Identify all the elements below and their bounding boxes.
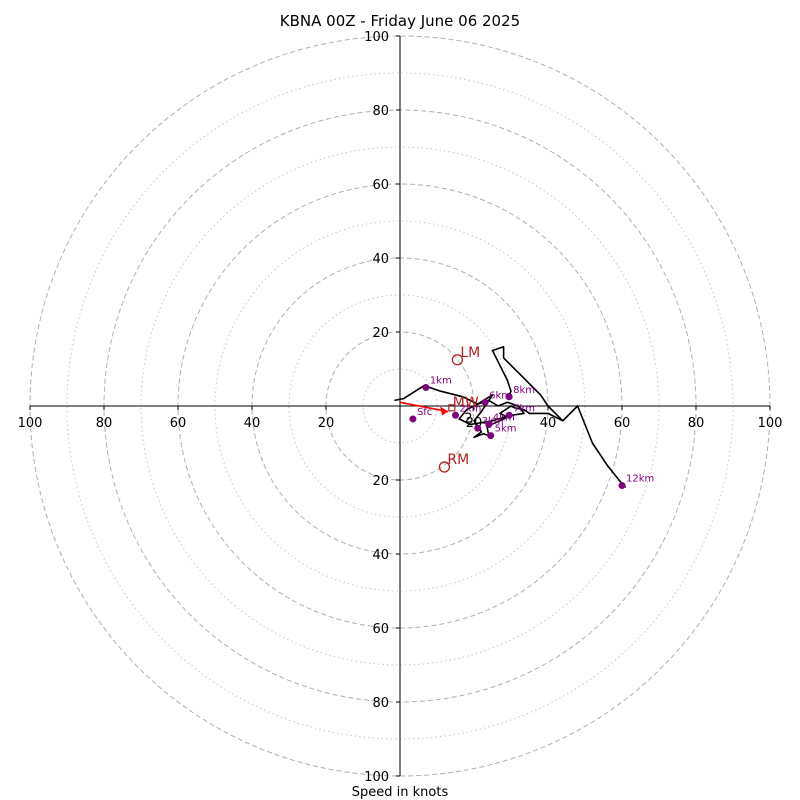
storm-motions: LM RM MW — [438, 345, 480, 473]
storm-motion-marker — [451, 354, 464, 366]
x-tick-label: 40 — [540, 416, 557, 431]
x-tick-label: 60 — [614, 416, 631, 431]
x-tick-label: 60 — [170, 416, 187, 431]
x-tick-label: 40 — [244, 416, 261, 431]
height-label: 1km — [430, 376, 452, 387]
y-tick-label: 100 — [364, 770, 389, 785]
x-axis-label: Speed in knots — [352, 785, 449, 800]
height-marker — [474, 424, 482, 432]
height-label: 12km — [626, 474, 654, 485]
storm-motion-label: RM — [447, 452, 469, 468]
height-marker — [505, 393, 513, 401]
height-label: 8km — [513, 385, 535, 396]
x-tick-label: 80 — [96, 416, 113, 431]
mean-wind-label: MW — [453, 395, 479, 411]
y-tick-label: 40 — [372, 252, 389, 267]
y-tick-label: 80 — [372, 696, 389, 711]
hodograph-line — [394, 384, 627, 488]
hodograph-trace — [394, 345, 627, 488]
chart-title: KBNA 00Z - Friday June 06 2025 — [280, 12, 520, 30]
y-tick-label: 100 — [364, 30, 389, 45]
inner-tick-label: 2 — [464, 412, 472, 427]
shear-vector-arrowhead — [440, 406, 449, 416]
x-tick-label: 100 — [758, 416, 783, 431]
y-tick-label: 40 — [372, 548, 389, 563]
height-marker — [618, 482, 626, 490]
height-label: 5km — [495, 424, 517, 435]
y-tick-label: 20 — [372, 326, 389, 341]
x-tick-label: 100 — [18, 416, 43, 431]
y-tick-label: 60 — [372, 622, 389, 637]
mean-wind-marker — [448, 404, 456, 412]
x-tick-label: 80 — [688, 416, 705, 431]
y-tick-label: 80 — [372, 104, 389, 119]
height-marker — [487, 432, 495, 440]
axes — [30, 36, 770, 776]
storm-motion-marker — [438, 461, 451, 473]
hodograph-line-upper — [491, 345, 564, 422]
y-tick-label: 20 — [372, 474, 389, 489]
height-label: 7km — [513, 403, 535, 414]
x-tick-label: 20 — [318, 416, 335, 431]
height-marker — [452, 411, 459, 419]
height-marker — [481, 398, 489, 406]
storm-motion-label: LM — [460, 345, 480, 361]
shear-vector — [399, 401, 449, 413]
height-label: 4km — [493, 413, 515, 424]
height-label: 2km — [460, 403, 482, 414]
height-label: 3km — [482, 416, 504, 427]
height-marker — [422, 384, 430, 391]
height-marker — [409, 415, 417, 423]
height-marker — [485, 421, 493, 428]
y-tick-label: 60 — [372, 178, 389, 193]
height-label: 6km — [489, 390, 511, 401]
height-label: Sfc — [417, 407, 432, 418]
height-marker — [505, 411, 513, 419]
